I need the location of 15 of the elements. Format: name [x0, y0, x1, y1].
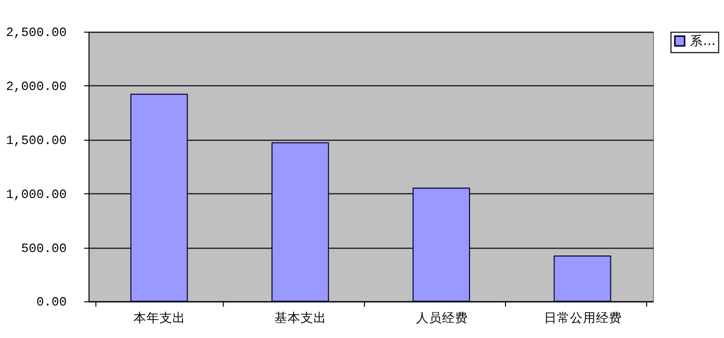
x-tick-label: 本年支出	[134, 310, 186, 326]
x-tick-label: 人员经费	[416, 310, 468, 326]
bar	[271, 142, 329, 302]
y-tick-label: 500.00	[21, 240, 67, 256]
y-tick-label: 1,000.00	[6, 186, 67, 202]
bar	[412, 188, 470, 302]
legend-label: 系…	[690, 32, 716, 48]
y-tick-label: 2,000.00	[6, 79, 67, 94]
y-tick-label: 0.00	[36, 294, 67, 310]
y-tick-label: 2,500.00	[6, 25, 67, 40]
bar	[130, 94, 188, 302]
y-tick-label: 1,500.00	[6, 132, 67, 148]
x-tick-label: 基本支出	[274, 310, 327, 326]
bar	[554, 256, 612, 302]
x-tick-label: 日常公用经费	[544, 310, 622, 326]
